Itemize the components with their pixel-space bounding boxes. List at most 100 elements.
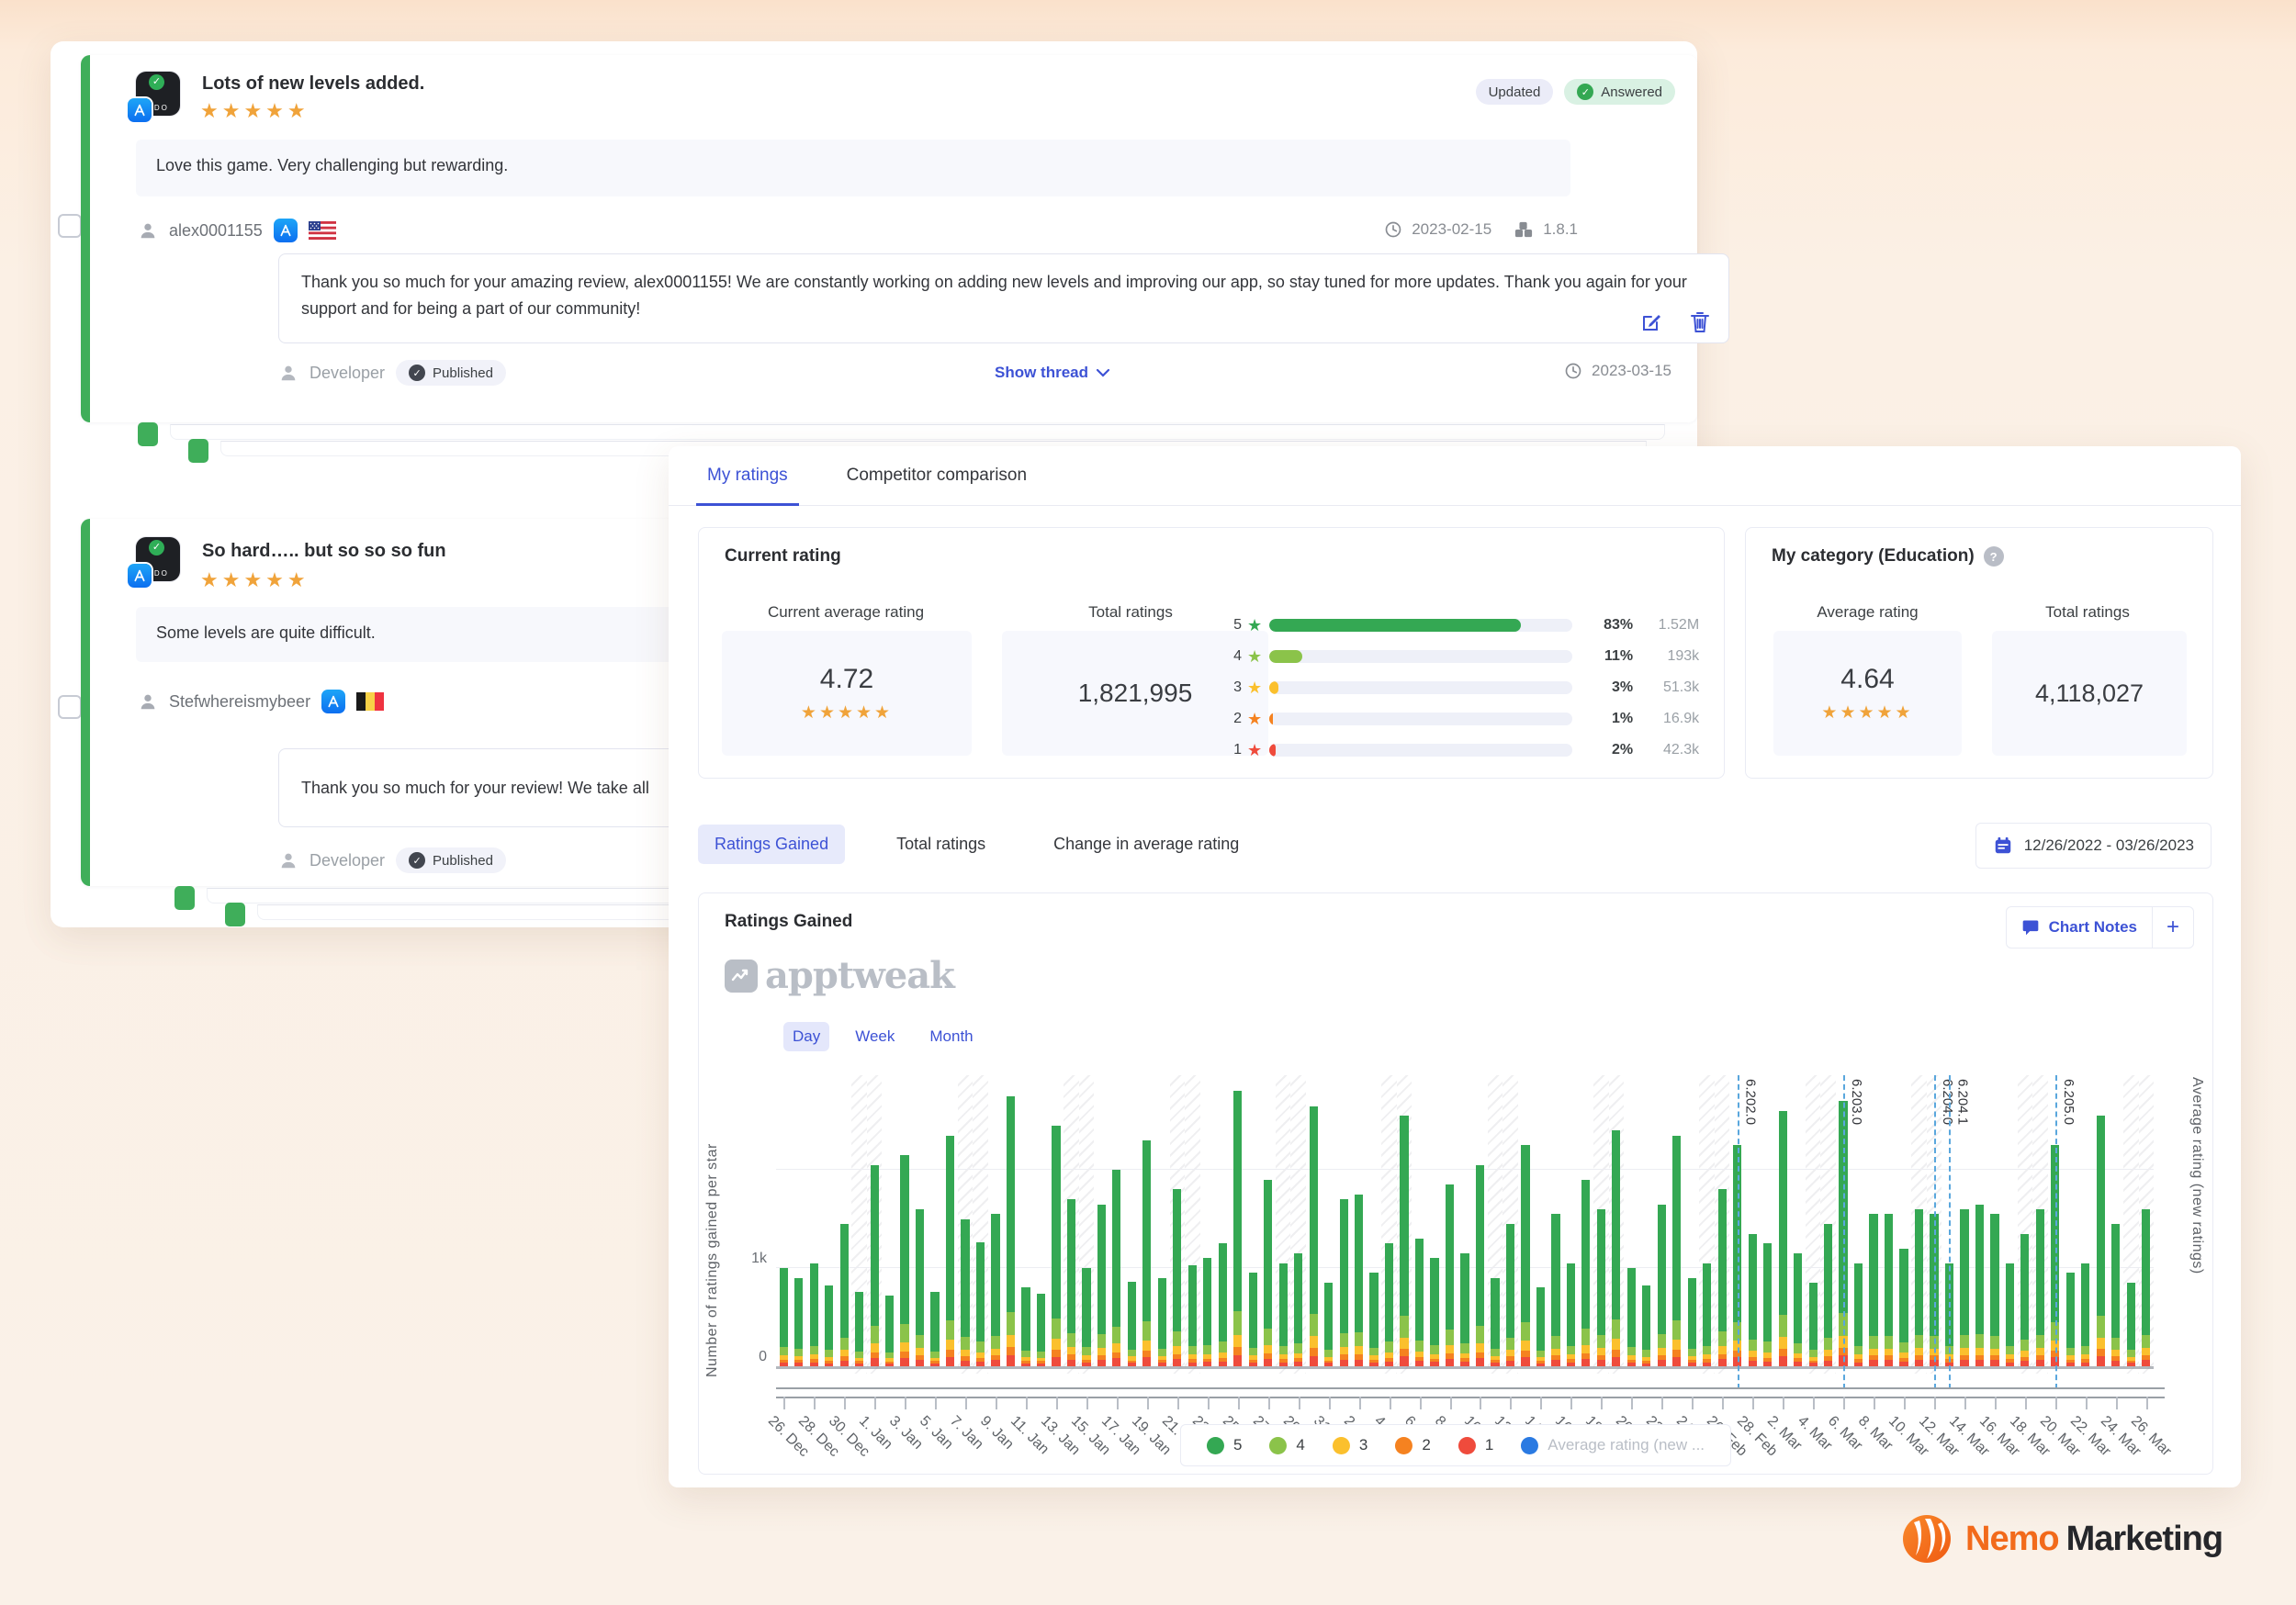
tab-my-ratings[interactable]: My ratings [696, 446, 799, 506]
edit-icon[interactable] [1640, 311, 1662, 333]
ratings-bar [915, 1208, 925, 1366]
tab-competitor-comparison[interactable]: Competitor comparison [846, 466, 1028, 485]
legend-dot [1269, 1436, 1288, 1454]
date-range-value: 12/26/2022 - 03/26/2023 [2023, 836, 2194, 854]
x-axis-scroll-track[interactable] [776, 1387, 2165, 1398]
legend-item-2[interactable]: 2 [1395, 1436, 1431, 1454]
category-heading: My category (Education) [1772, 546, 1975, 566]
breakdown-star-number: 5 [1233, 617, 1242, 633]
version-marker-label: 6.203.0 [1849, 1079, 1865, 1126]
subtab-change-in-average-rating[interactable]: Change in average rating [1053, 835, 1240, 853]
x-tick-mark [1449, 1397, 1452, 1409]
category-total-box: 4,118,027 [1992, 631, 2187, 756]
clock-icon [1385, 221, 1401, 238]
ratings-bar [1884, 1214, 1894, 1366]
ratings-bar [1173, 1189, 1182, 1366]
ratings-bar [870, 1164, 879, 1366]
ratings-bar [2005, 1263, 2014, 1366]
ratings-bar [1460, 1252, 1469, 1366]
ratings-bar [1264, 1179, 1273, 1366]
x-tick-mark [1904, 1397, 1907, 1409]
x-tick-label: 9. Jan [976, 1413, 1017, 1453]
legend-item-3[interactable]: 3 [1332, 1436, 1367, 1454]
ratings-bar [1414, 1238, 1424, 1366]
ratings-bar [1097, 1204, 1106, 1366]
category-avg-label: Average rating [1817, 603, 1919, 621]
clock-icon [1565, 363, 1581, 379]
published-badge: ✓ Published [396, 360, 506, 386]
star-breakdown-row: 1 ★ 2% 42.3k [1227, 741, 1699, 759]
star-breakdown-row: 2 ★ 1% 16.9k [1227, 710, 1699, 728]
x-tick-mark [996, 1397, 997, 1409]
breakdown-count: 193k [1667, 648, 1700, 664]
x-tick-mark [1025, 1397, 1028, 1409]
ratings-bar [1566, 1263, 1575, 1366]
ratings-bar [1612, 1130, 1621, 1366]
avg-rating-value: 4.72 [819, 663, 874, 694]
x-tick-mark [1631, 1397, 1634, 1409]
x-tick-mark [1237, 1397, 1240, 1409]
x-tick-mark [814, 1397, 816, 1409]
review-title: Lots of new levels added. [202, 73, 425, 94]
review-body: Love this game. Very challenging but rew… [136, 140, 1570, 196]
x-tick-mark [905, 1397, 907, 1409]
gridline [776, 1169, 2154, 1170]
x-tick-label: 5. Jan [917, 1413, 956, 1453]
legend-item-5[interactable]: 5 [1206, 1436, 1242, 1454]
ratings-bar [1657, 1204, 1666, 1366]
x-tick-mark [1692, 1397, 1694, 1409]
review-checkbox[interactable] [58, 214, 82, 238]
ratings-bar [794, 1277, 804, 1366]
current-rating-heading: Current rating [725, 546, 841, 566]
ratings-bar [2126, 1283, 2135, 1366]
app-store-icon [128, 564, 152, 588]
x-tick-mark [1055, 1397, 1058, 1409]
ratings-bar [855, 1291, 864, 1366]
ratings-bar [1278, 1263, 1288, 1366]
add-note-button[interactable]: + [2152, 907, 2193, 948]
ratings-bar [930, 1291, 940, 1366]
user-icon [141, 223, 155, 239]
metric-subtabs: Ratings Gained Total ratings Change in ave… [698, 825, 1255, 864]
x-tick-mark [1783, 1397, 1785, 1409]
breakdown-bar [1269, 619, 1573, 632]
legend-item-4[interactable]: 4 [1269, 1436, 1305, 1454]
version-marker-line [1933, 1075, 1936, 1389]
ratings-bar [975, 1242, 985, 1366]
legend-item-1[interactable]: 1 [1458, 1436, 1493, 1454]
ratings-bar [1521, 1145, 1530, 1366]
review-checkbox[interactable] [58, 695, 82, 719]
chart-legend: 5 4 3 2 1 Average rating (new ... [1179, 1424, 1732, 1466]
x-tick-mark [1994, 1397, 1997, 1409]
granularity-month[interactable]: Month [929, 1027, 974, 1045]
ratings-bar [1187, 1264, 1197, 1366]
review-date: 2023-02-15 [1412, 220, 1492, 238]
help-icon[interactable]: ? [1983, 546, 2004, 567]
granularity-day[interactable]: Day [783, 1022, 830, 1051]
show-thread-link[interactable]: Show thread [995, 364, 1110, 382]
legend-item-average-rating-new-[interactable]: Average rating (new ... [1521, 1436, 1705, 1454]
ratings-bar [2035, 1208, 2044, 1366]
review-title: So hard….. but so so so fun [202, 541, 446, 561]
x-tick-mark [1480, 1397, 1482, 1409]
ratings-bar [945, 1135, 955, 1366]
x-tick-mark [2024, 1397, 2027, 1409]
developer-reply: Thank you so much for your amazing revie… [278, 253, 1729, 343]
subtab-total-ratings[interactable]: Total ratings [896, 835, 986, 853]
delete-icon[interactable] [1690, 311, 1710, 333]
ratings-bar [1127, 1282, 1136, 1366]
chart-notes-button[interactable]: Chart Notes [2007, 907, 2152, 948]
ratings-bar [809, 1263, 818, 1366]
ratings-bar [1536, 1287, 1546, 1366]
ratings-bar [1248, 1273, 1257, 1366]
ratings-bar [1112, 1170, 1121, 1366]
ratings-bar [1233, 1091, 1243, 1366]
granularity-week[interactable]: Week [855, 1027, 895, 1045]
x-tick-mark [1298, 1397, 1300, 1409]
y-axis-title-left: Number of ratings gained per star [704, 1143, 720, 1377]
review-badges: Updated ✓ Answered [1475, 79, 1675, 105]
ratings-bar [1930, 1214, 1939, 1366]
date-range-picker[interactable]: 12/26/2022 - 03/26/2023 [1975, 823, 2212, 869]
subtab-ratings-gained[interactable]: Ratings Gained [698, 825, 846, 864]
ratings-bar [1430, 1258, 1439, 1366]
